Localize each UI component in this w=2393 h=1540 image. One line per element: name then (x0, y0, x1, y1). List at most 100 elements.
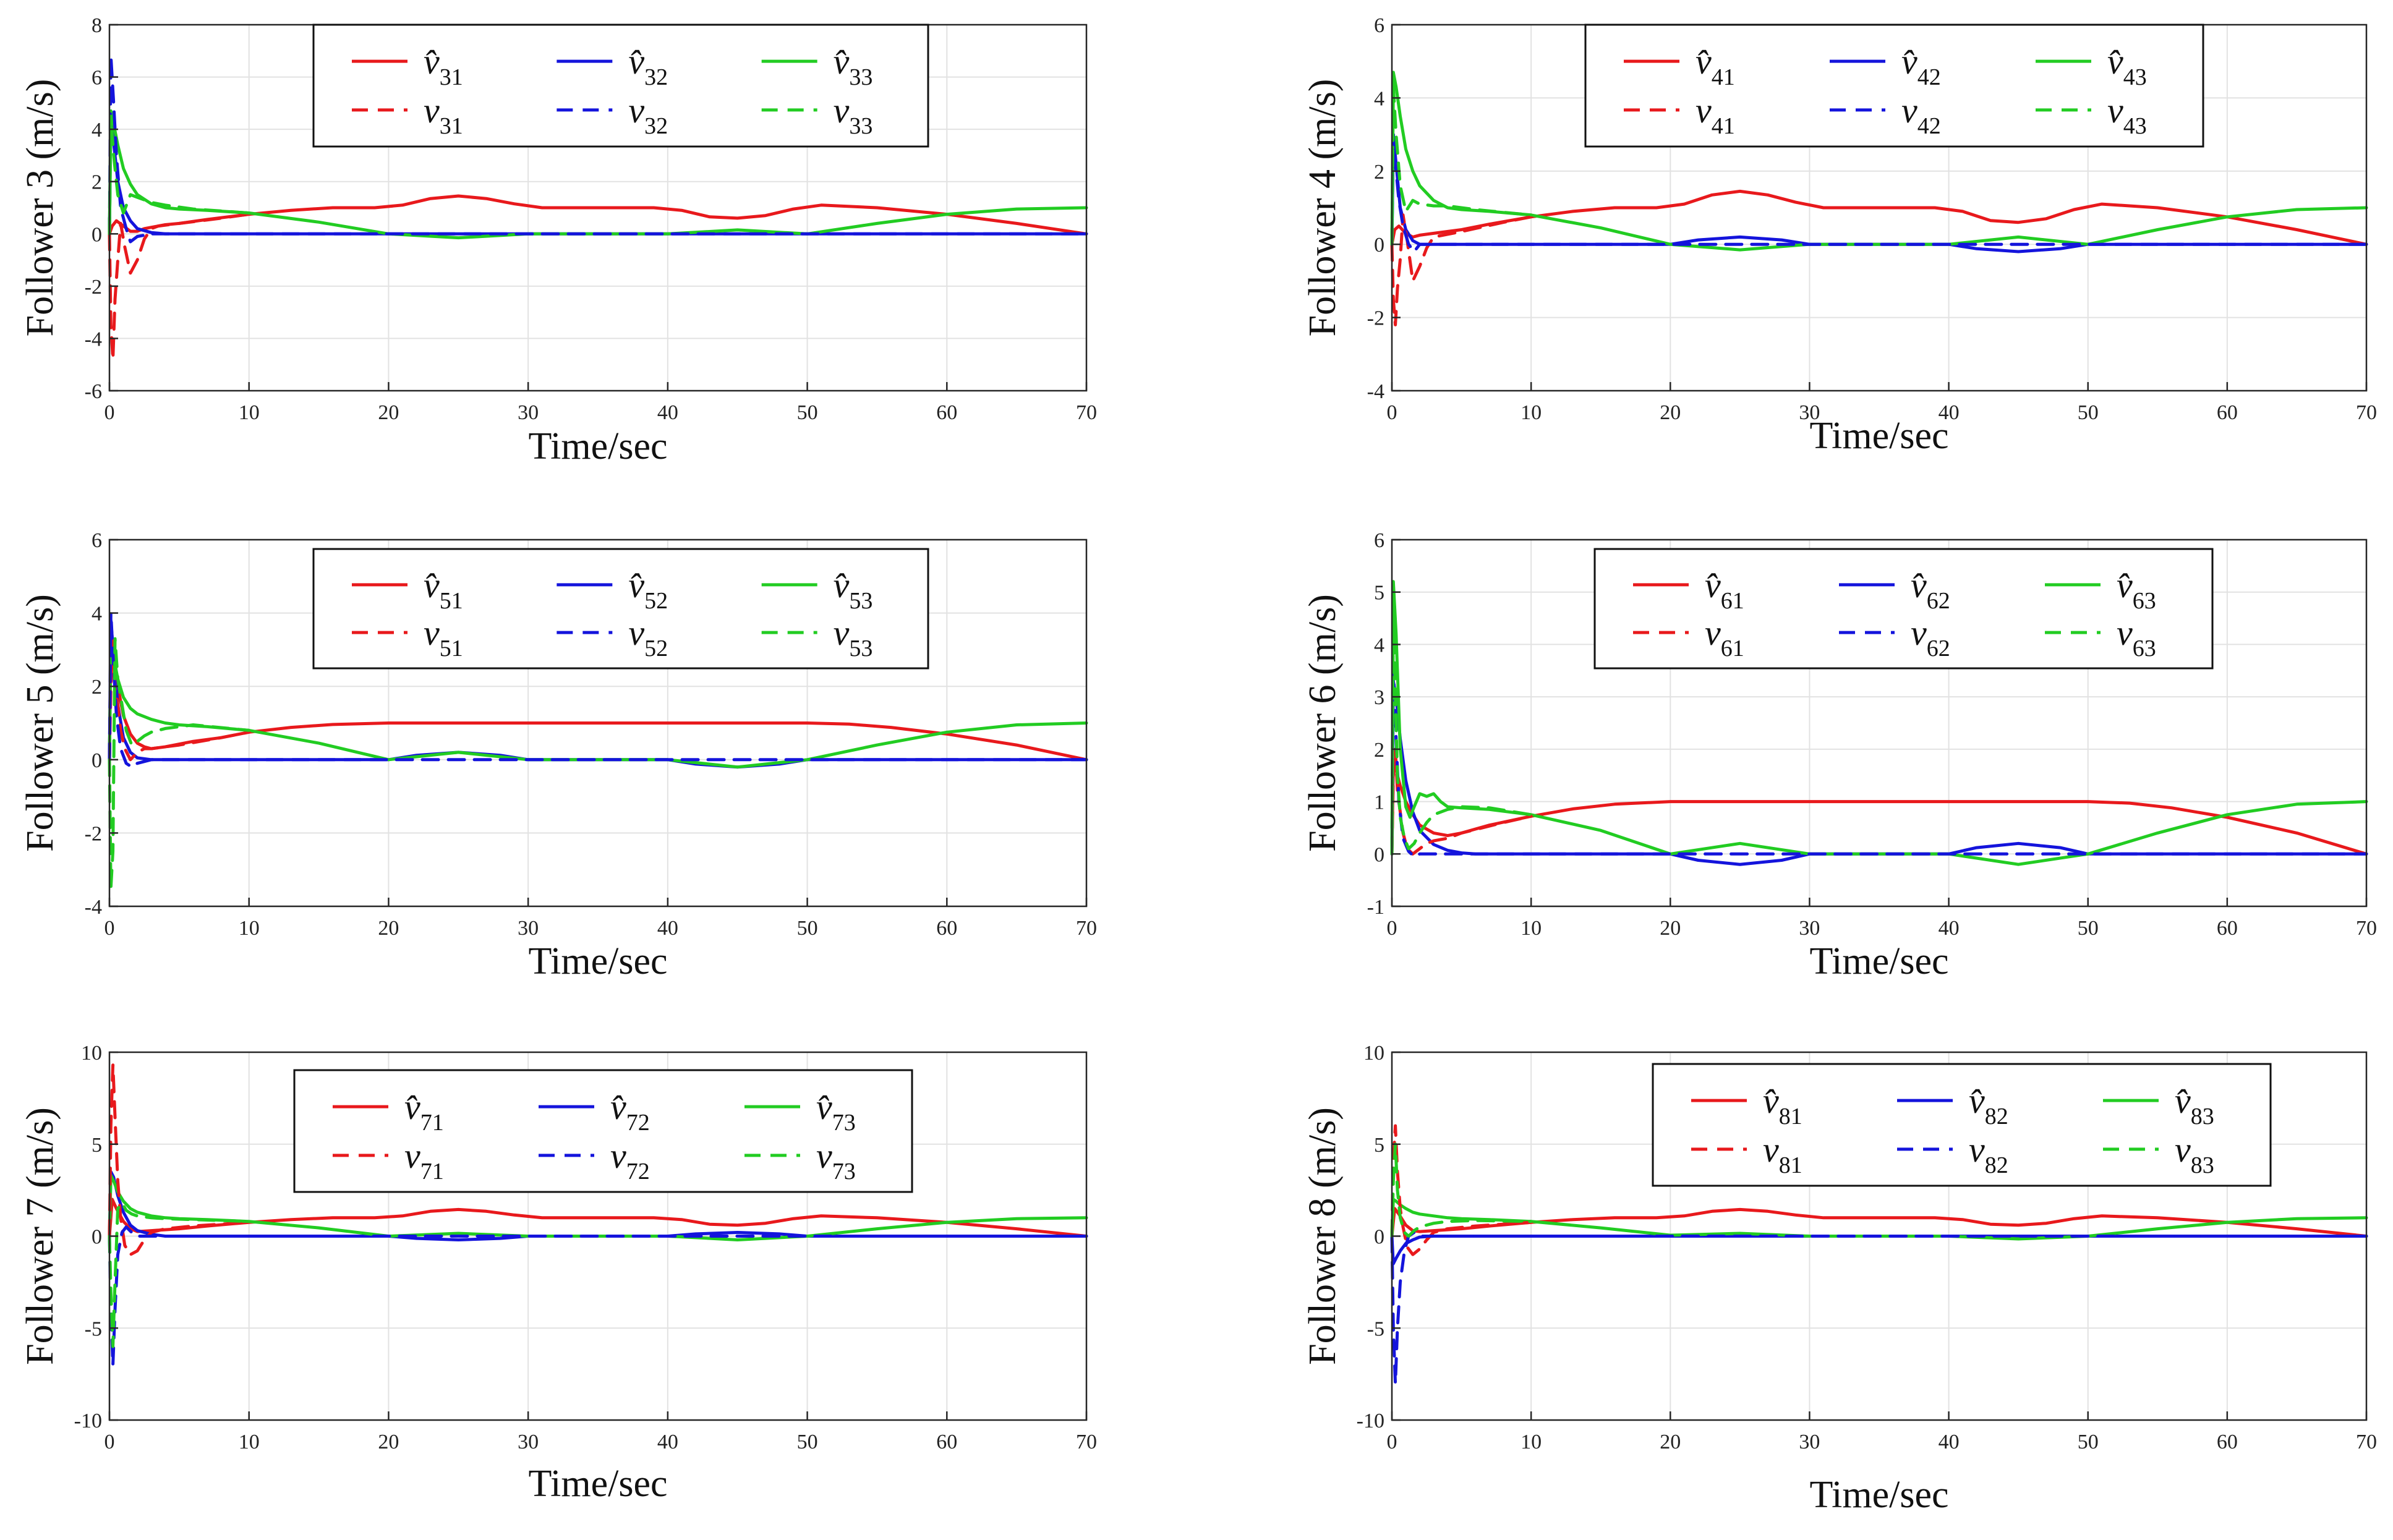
legend-subscript: 81 (1779, 1104, 1802, 1129)
y-tick-label: -4 (85, 896, 102, 919)
series-line-green-dashed (108, 1201, 251, 1348)
y-axis-label: Follower 4 (m/s) (1302, 79, 1344, 337)
legend-subscript: 73 (832, 1159, 856, 1185)
legend-subscript: 83 (2191, 1152, 2214, 1178)
legend-subscript: 42 (1917, 64, 1941, 90)
y-tick-label: 10 (81, 1042, 102, 1065)
chart-panel-2: 0 10 20 30 40 50 60 70 -4 -2 0 2 4 6 Time/sec Follower … (1302, 14, 2377, 457)
legend-box (1652, 1063, 2272, 1187)
x-tick-label: 40 (1939, 401, 1960, 424)
y-tick-label: 2 (92, 171, 102, 194)
legend-subscript: 43 (2123, 113, 2147, 139)
legend-subscript: 51 (440, 636, 463, 662)
y-tick-label: 6 (92, 67, 102, 90)
legend-subscript: 62 (1927, 588, 1950, 614)
x-tick-label: 60 (936, 401, 957, 424)
y-axis-label: Follower 5 (m/s) (19, 594, 61, 852)
y-tick-label: 4 (92, 119, 102, 142)
x-axis-label: Time/sec (528, 425, 667, 467)
legend-subscript: 33 (849, 64, 872, 90)
x-tick-label: 70 (1076, 401, 1097, 424)
x-tick-label: 70 (2356, 1431, 2377, 1453)
x-tick-label: 60 (936, 1431, 957, 1453)
y-tick-label: 5 (1374, 582, 1384, 605)
y-tick-label: -5 (1367, 1317, 1384, 1340)
series-line-green-solid (1390, 580, 2368, 866)
series-line-red-solid (1390, 1207, 2368, 1238)
y-tick-label: -2 (1367, 307, 1384, 330)
x-tick-label: 20 (1660, 1431, 1681, 1453)
y-tick-label: 6 (1374, 14, 1384, 37)
x-tick-label: 60 (2217, 917, 2238, 940)
x-tick-label: 40 (1939, 917, 1960, 940)
legend-box (312, 548, 929, 670)
chart-panel-3: 0 10 20 30 40 50 60 70 -4 -2 0 2 4 6 Time/sec Follower … (19, 529, 1097, 982)
legend-subscript: 61 (1721, 588, 1744, 614)
series-line-green-dashed (108, 114, 251, 236)
y-tick-label: 8 (92, 14, 102, 37)
y-tick-label: 0 (92, 223, 102, 246)
x-tick-label: 20 (378, 917, 399, 940)
y-tick-label: 2 (1374, 161, 1384, 184)
series-line-blue-dashed (1390, 133, 2368, 253)
x-tick-label: 70 (2356, 917, 2377, 940)
series-line-red-dashed (108, 1063, 251, 1256)
legend-subscript: 52 (644, 588, 668, 614)
x-axis-label: Time/sec (528, 940, 667, 982)
x-tick-label: 10 (239, 917, 260, 940)
series-line-red-dashed (108, 637, 251, 762)
y-tick-label: 2 (92, 676, 102, 699)
x-tick-label: 50 (2078, 1431, 2099, 1453)
legend-subscript: 53 (849, 636, 872, 662)
legend-subscript: 61 (1721, 636, 1744, 662)
chart-panel-1: 0 10 20 30 40 50 60 70 -6 -4 -2 0 2 4 6 8 Time/sec Follow… (19, 14, 1097, 467)
series-line-green-solid (1390, 70, 2368, 252)
chart-panel-6: 0 10 20 30 40 50 60 70 -10 -5 0 5 10 Time/sec Follower… (1302, 1042, 2377, 1516)
legend-subscript: 72 (626, 1159, 650, 1185)
y-tick-label: 0 (1374, 234, 1384, 257)
x-tick-label: 0 (1387, 1431, 1397, 1453)
legend-subscript: 42 (1917, 113, 1941, 139)
x-tick-label: 20 (1660, 401, 1681, 424)
legend-subscript: 33 (849, 113, 872, 139)
x-tick-label: 70 (2356, 401, 2377, 424)
x-tick-label: 40 (657, 401, 678, 424)
axes-box (1391, 538, 2368, 908)
y-axis-label: Follower 8 (m/s) (1302, 1107, 1344, 1365)
x-tick-label: 30 (518, 917, 539, 940)
x-tick-label: 0 (1387, 917, 1397, 940)
legend-subscript: 82 (1985, 1152, 2008, 1178)
x-tick-label: 0 (105, 917, 115, 940)
y-tick-label: 0 (92, 749, 102, 772)
y-tick-label: -4 (1367, 380, 1384, 403)
x-tick-label: 70 (1076, 917, 1097, 940)
y-tick-label: 4 (1374, 87, 1384, 110)
x-tick-label: 10 (1521, 401, 1542, 424)
legend-subscript: 83 (2191, 1104, 2214, 1129)
legend-subscript: 72 (626, 1110, 650, 1136)
y-tick-label: 6 (92, 529, 102, 552)
x-tick-label: 30 (518, 1431, 539, 1453)
x-tick-label: 30 (1799, 401, 1820, 424)
series-line-green-dashed (1390, 85, 1533, 246)
legend-subscript: 41 (1712, 113, 1735, 139)
x-tick-label: 60 (936, 917, 957, 940)
legend-subscript: 81 (1779, 1152, 1802, 1178)
x-tick-label: 20 (378, 1431, 399, 1453)
legend-subscript: 51 (440, 588, 463, 614)
y-tick-label: 4 (92, 603, 102, 626)
legend-subscript: 43 (2123, 64, 2147, 90)
x-tick-label: 10 (1521, 917, 1542, 940)
y-tick-label: 6 (1374, 529, 1384, 552)
y-tick-label: 10 (1363, 1042, 1384, 1065)
y-tick-label: 3 (1374, 686, 1384, 709)
chart-panel-5: 0 10 20 30 40 50 60 70 -10 -5 0 5 10 Time/sec Follower… (19, 1042, 1097, 1505)
legend-subscript: 52 (644, 636, 668, 662)
x-tick-label: 40 (1939, 1431, 1960, 1453)
y-tick-label: -2 (85, 822, 102, 845)
